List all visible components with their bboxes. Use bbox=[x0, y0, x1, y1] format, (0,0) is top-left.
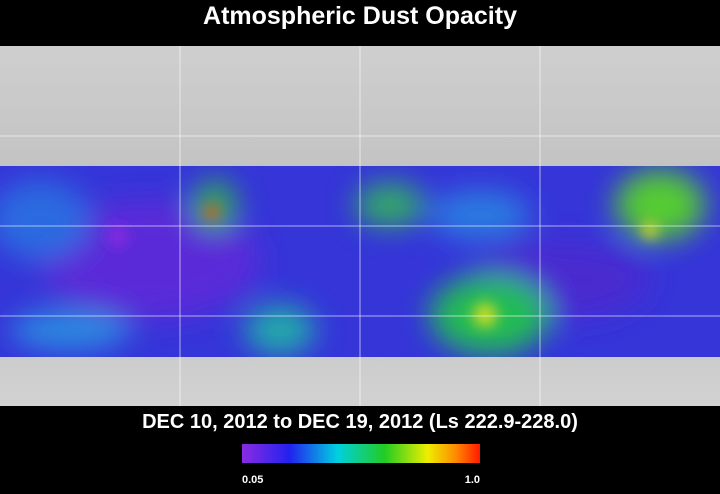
graticule bbox=[0, 46, 720, 406]
title: Atmospheric Dust Opacity bbox=[203, 2, 517, 30]
colorbar-tick-label: 1.0 bbox=[465, 474, 480, 486]
subtitle: DEC 10, 2012 to DEC 19, 2012 (Ls 222.9-2… bbox=[142, 411, 578, 433]
colorbar-tick-label: 0.05 bbox=[242, 474, 263, 486]
dust-band bbox=[0, 166, 720, 357]
colorbar bbox=[242, 444, 480, 463]
